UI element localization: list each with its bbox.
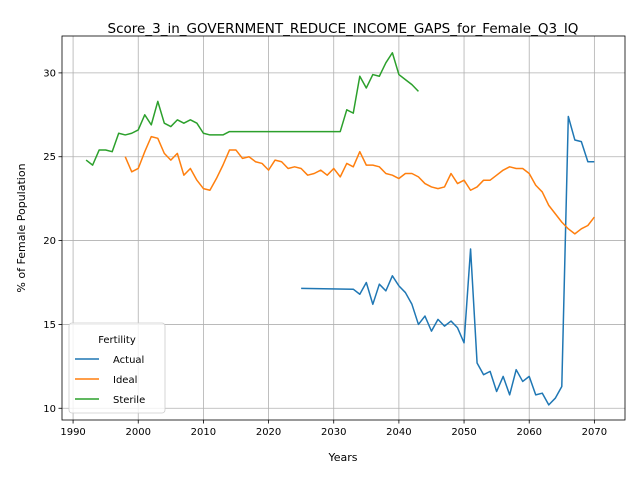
legend-items: Actual Ideal Sterile — [75, 355, 145, 406]
x-tick-label: 2030 — [321, 427, 346, 438]
grid — [62, 36, 625, 420]
legend-label-ideal: Ideal — [113, 375, 137, 386]
y-tick-label: 25 — [43, 152, 56, 163]
x-tick-label: 2040 — [386, 427, 411, 438]
x-tick-label: 2060 — [516, 427, 541, 438]
series-line-ideal — [124, 135, 595, 235]
x-tick-label: 2050 — [451, 427, 476, 438]
series-line-sterile — [85, 52, 419, 166]
y-tick-label: 15 — [43, 320, 56, 331]
x-tick-label: 2010 — [191, 427, 216, 438]
x-axis-label: Years — [327, 451, 357, 464]
y-tick-label: 30 — [43, 68, 56, 79]
y-axis-ticks: 10 15 20 25 30 — [43, 68, 62, 415]
y-tick-label: 10 — [43, 404, 56, 415]
series-line-actual — [301, 115, 595, 406]
y-axis-label: % of Female Population — [15, 163, 28, 292]
x-tick-label: 2000 — [126, 427, 151, 438]
legend: Fertility Actual Ideal Sterile — [68, 322, 166, 414]
x-axis-ticks: 1990 2000 2010 2020 2030 2040 2050 2060 2070 — [60, 420, 607, 438]
legend-label-actual: Actual — [113, 355, 144, 366]
x-tick-label: 1990 — [60, 427, 85, 438]
legend-label-sterile: Sterile — [113, 395, 145, 406]
legend-title: Fertility — [98, 335, 136, 346]
y-tick-label: 20 — [43, 236, 56, 247]
x-tick-label: 2070 — [582, 427, 607, 438]
x-tick-label: 2020 — [256, 427, 281, 438]
series-lines — [85, 52, 595, 406]
legend-box — [68, 322, 166, 414]
chart-title: Score_3_in_GOVERNMENT_REDUCE_INCOME_GAPS… — [108, 21, 579, 37]
plot-frame — [61, 35, 626, 421]
